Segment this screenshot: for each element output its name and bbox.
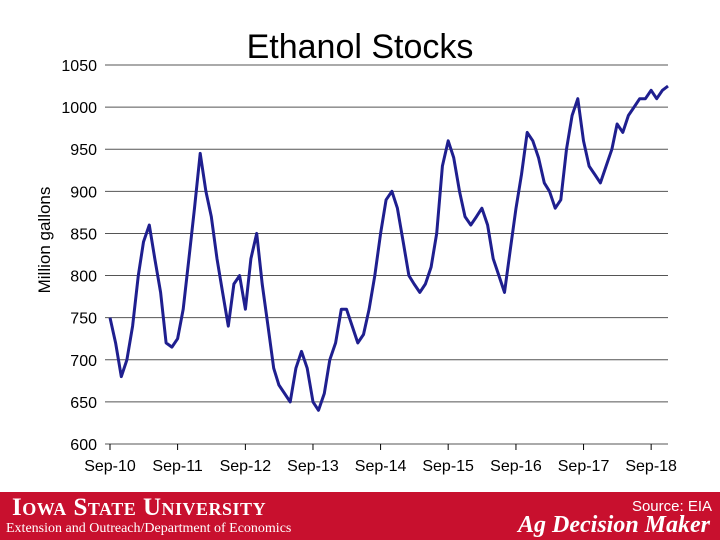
y-tick-label: 600 bbox=[70, 437, 97, 454]
university-logo-text: Iowa State University bbox=[12, 494, 267, 521]
source-text: Source: EIA bbox=[631, 498, 712, 515]
y-tick-label: 1000 bbox=[61, 100, 97, 117]
x-tick-label: Sep-17 bbox=[558, 458, 610, 475]
x-tick-label: Sep-15 bbox=[422, 458, 474, 475]
y-tick-label: 1050 bbox=[61, 58, 97, 75]
brand-text: Ag Decision Maker bbox=[518, 512, 710, 538]
x-tick-label: Sep-13 bbox=[287, 458, 339, 475]
y-tick-label: 800 bbox=[70, 269, 97, 286]
x-tick-label: Sep-18 bbox=[625, 458, 677, 475]
ethanol-stocks-chart: Ethanol Stocks Million gallons 600 650 700… bbox=[35, 28, 677, 475]
y-tick-label: 650 bbox=[70, 395, 97, 412]
x-tick-label: Sep-12 bbox=[220, 458, 272, 475]
footer-bar bbox=[0, 492, 720, 540]
y-axis-label: Million gallons bbox=[35, 187, 54, 294]
y-tick-label: 850 bbox=[70, 226, 97, 243]
y-tick-label: 900 bbox=[70, 184, 97, 201]
x-tick-label: Sep-11 bbox=[152, 458, 203, 475]
x-tick-label: Sep-10 bbox=[84, 458, 136, 475]
y-tick-label: 950 bbox=[70, 142, 97, 159]
x-tick-label: Sep-16 bbox=[490, 458, 542, 475]
y-tick-label: 750 bbox=[70, 311, 97, 328]
chart-title: Ethanol Stocks bbox=[247, 28, 474, 66]
department-text: Extension and Outreach/Department of Eco… bbox=[6, 521, 292, 536]
y-tick-label: 700 bbox=[70, 353, 97, 370]
x-tick-label: Sep-14 bbox=[355, 458, 407, 475]
series-line bbox=[108, 84, 669, 412]
